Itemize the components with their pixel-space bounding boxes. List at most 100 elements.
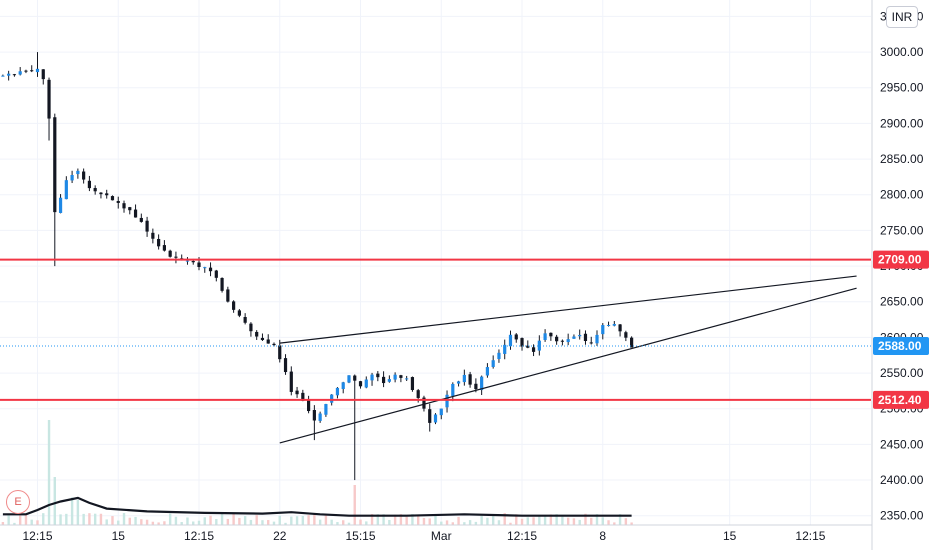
candle-down [208, 267, 213, 272]
candle-down [151, 232, 155, 239]
candle-down [278, 345, 282, 360]
y-tick-label: 2350.00 [880, 509, 924, 523]
candle-up [364, 379, 368, 388]
volume-bar [590, 517, 593, 525]
candle-up [347, 375, 351, 383]
x-tick-label: 22 [273, 529, 287, 543]
candle-down [93, 188, 97, 192]
volume-bar [42, 513, 45, 525]
candle-down [116, 201, 120, 203]
candle-down [416, 390, 420, 398]
volume-bar [630, 522, 633, 525]
volume-bar [555, 514, 558, 525]
volume-bar [267, 520, 270, 525]
candle-up [393, 374, 397, 380]
volume-bar [13, 522, 16, 525]
volume-bar [342, 520, 345, 525]
volume-bar [572, 518, 576, 525]
volume-bar [157, 522, 160, 525]
candle-up [485, 367, 490, 376]
volume-bar [468, 520, 472, 525]
volume-bar [301, 516, 305, 525]
volume-bar [613, 522, 616, 525]
earnings-event-badge[interactable]: E [6, 490, 30, 514]
grid-layer [0, 0, 871, 525]
candle-up [7, 73, 11, 76]
candle-up [606, 324, 611, 326]
candle-up [456, 381, 461, 384]
candle-down [358, 381, 363, 387]
volume-bar [232, 514, 235, 525]
volume-bar [347, 522, 351, 525]
candle-down [549, 332, 553, 337]
volume-bar [1, 522, 5, 525]
candle-up [445, 394, 449, 408]
volume-bar [388, 519, 391, 525]
volume-bar [215, 519, 218, 525]
volume-bar [313, 513, 316, 525]
volume-bar [30, 519, 33, 525]
volume-bar [416, 515, 420, 525]
candle-down [422, 397, 426, 409]
candle-up [451, 383, 455, 396]
volume-bar [18, 515, 22, 525]
candle-down [243, 317, 247, 323]
volume-bar [278, 515, 281, 525]
candle-down [168, 250, 172, 257]
volume-bar [59, 514, 62, 525]
candle-down [110, 196, 115, 201]
volume-bar [445, 520, 449, 525]
candles [1, 52, 634, 481]
volume-bar [382, 514, 385, 525]
volume-bar [543, 515, 547, 525]
volume-bar [336, 522, 339, 525]
candle-down [295, 390, 299, 395]
volume-bar [307, 515, 310, 525]
currency-button[interactable]: INR [886, 6, 918, 28]
volume-bar [99, 513, 103, 525]
volume-bar [93, 513, 97, 525]
volume-bar [82, 513, 85, 525]
volume-bar [192, 521, 195, 525]
candle-down [249, 323, 253, 332]
candle-up [35, 68, 40, 73]
candle-down [301, 392, 305, 401]
candle-up [58, 197, 63, 213]
candle-down [560, 340, 565, 342]
volume-bar [584, 513, 587, 525]
volume-bar [163, 521, 166, 525]
candle-up [433, 414, 438, 423]
upper-wedge-line[interactable] [279, 275, 857, 344]
volume-bar [624, 518, 628, 525]
volume-bar [295, 516, 299, 525]
candle-up [1, 75, 5, 77]
candle-down [122, 203, 126, 209]
candle-down [630, 337, 634, 348]
candle-down [145, 220, 149, 232]
x-tick-label: 12:15 [507, 529, 537, 543]
volume-bar [261, 520, 264, 525]
candle-up [508, 334, 513, 347]
candle-down [220, 277, 224, 291]
last-price-badge [873, 336, 929, 355]
volume-bar [174, 516, 178, 525]
x-tick-label: 15:15 [345, 529, 375, 543]
volume-bar [243, 516, 247, 525]
volume-bar [36, 520, 39, 525]
volume-bar [180, 522, 183, 525]
x-tick-label: 15 [723, 529, 737, 543]
volume-bar [145, 519, 149, 525]
volume-bar [76, 499, 80, 525]
candle-down [157, 238, 161, 247]
candle-up [503, 344, 507, 354]
volume-bar [255, 515, 258, 525]
y-tick-label: 2950.00 [880, 81, 924, 95]
volume-bar [65, 513, 68, 525]
candle-up [341, 382, 345, 390]
candle-down [353, 375, 357, 381]
candle-down [514, 334, 518, 340]
volume-bar [451, 522, 455, 525]
lower-wedge-line[interactable] [279, 287, 857, 444]
candle-down [474, 383, 478, 390]
